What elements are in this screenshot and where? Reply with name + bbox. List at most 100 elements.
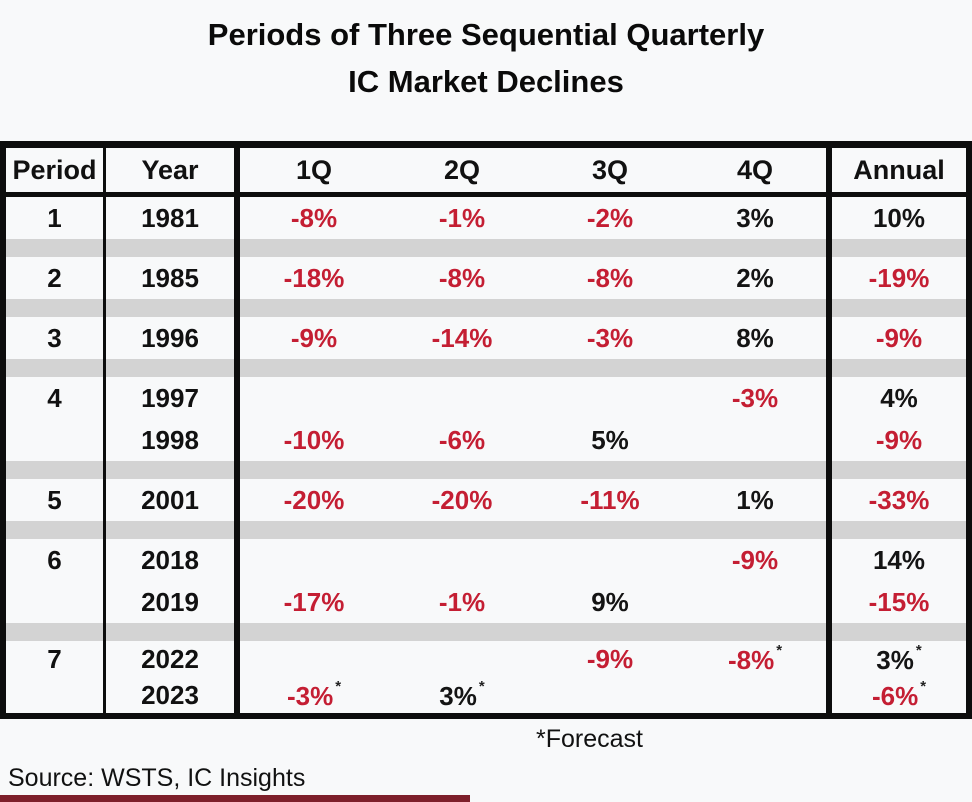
row-separator	[6, 299, 966, 317]
value-annual: 3% *	[832, 641, 966, 677]
value-3q: -9%	[536, 641, 684, 677]
separator-cell	[832, 299, 966, 317]
row-separator	[6, 239, 966, 257]
decline-value: -20%	[431, 484, 493, 515]
value-annual: -15%	[832, 581, 966, 623]
value-2q: -20%	[388, 479, 536, 521]
figure-title: Periods of Three Sequential Quarterly IC…	[0, 0, 972, 105]
separator-cell	[6, 359, 106, 377]
value-4q: 3%	[684, 197, 832, 239]
forecast-asterisk: *	[915, 642, 922, 659]
separator-cell	[106, 299, 240, 317]
table-row: 6 2018 -9% 14%	[6, 539, 966, 581]
value-4q	[684, 581, 832, 623]
value-4q: -9%	[684, 539, 832, 581]
value-2q: 3% *	[388, 677, 536, 713]
decline-value: -2%	[586, 202, 634, 233]
bottom-red-bar	[0, 795, 470, 802]
separator-cell	[832, 521, 966, 539]
forecast-asterisk: *	[776, 642, 783, 659]
value-4q: -8% *	[684, 641, 832, 677]
year-value: 2001	[106, 479, 240, 521]
value-1q: -8%	[240, 197, 388, 239]
growth-value: 14%	[872, 544, 926, 575]
decline-value: -9%	[731, 544, 779, 575]
separator-cell	[106, 359, 240, 377]
decline-value: -18%	[283, 262, 345, 293]
decline-value: -9%	[875, 322, 923, 353]
header-year: Year	[106, 148, 240, 192]
decline-value: -14%	[431, 322, 493, 353]
separator-cell	[684, 359, 832, 377]
separator-cell	[536, 299, 684, 317]
value-3q: -3%	[536, 317, 684, 359]
separator-cell	[6, 299, 106, 317]
table-row: 1 1981 -8% -1% -2% 3% 10%	[6, 197, 966, 239]
value-4q: 2%	[684, 257, 832, 299]
figure-title-line2: IC Market Declines	[348, 63, 624, 99]
decline-value: -17%	[283, 586, 345, 617]
value-annual: 14%	[832, 539, 966, 581]
decline-value: -9%	[586, 643, 634, 674]
value-2q	[388, 377, 536, 419]
year-value: 2022	[106, 641, 240, 677]
value-3q: 9%	[536, 581, 684, 623]
separator-cell	[6, 239, 106, 257]
growth-value: 9%	[591, 586, 629, 617]
separator-cell	[536, 359, 684, 377]
source-caption: Source: WSTS, IC Insights	[8, 764, 306, 792]
period-group: 5 2001 -20% -20% -11% 1% -33%	[6, 479, 966, 521]
value-annual: -9%	[832, 419, 966, 461]
header-3q: 3Q	[591, 154, 629, 185]
separator-cell	[6, 461, 106, 479]
period-group: 1 1981 -8% -1% -2% 3% 10%	[6, 197, 966, 239]
period-number: 5	[6, 479, 106, 521]
growth-value: 1%	[736, 484, 774, 515]
period-number: 6	[6, 539, 106, 581]
year-value: 1997	[106, 377, 240, 419]
period-number: 2	[6, 257, 106, 299]
value-3q	[536, 539, 684, 581]
separator-cell	[832, 623, 966, 641]
period-number	[6, 677, 106, 713]
forecast-asterisk: *	[478, 678, 485, 695]
value-1q: -9%	[240, 317, 388, 359]
row-separator	[6, 359, 966, 377]
value-2q	[388, 539, 536, 581]
separator-cell	[684, 299, 832, 317]
separator-cell	[536, 461, 684, 479]
value-4q	[684, 677, 832, 713]
value-2q: -1%	[388, 197, 536, 239]
year-value: 1996	[106, 317, 240, 359]
period-group: 4 1997 -3% 4% 1998 -10% -6% 5% -9%	[6, 377, 966, 461]
period-number: 4	[6, 377, 106, 419]
growth-value: 5%	[591, 424, 629, 455]
value-annual: -33%	[832, 479, 966, 521]
value-4q: -3%	[684, 377, 832, 419]
year-value: 2018	[106, 539, 240, 581]
header-4q: 4Q	[684, 148, 832, 192]
decline-value: -6%	[438, 424, 486, 455]
separator-cell	[240, 623, 388, 641]
growth-value: 8%	[736, 322, 774, 353]
separator-cell	[240, 299, 388, 317]
value-annual: 10%	[832, 197, 966, 239]
value-4q	[684, 419, 832, 461]
row-separator	[6, 623, 966, 641]
growth-value: 10%	[872, 202, 926, 233]
table-header-row: Period Year 1Q 2Q 3Q 4Q Annual	[6, 148, 966, 197]
table-row: 3 1996 -9% -14% -3% 8% -9%	[6, 317, 966, 359]
header-period: Period	[6, 148, 106, 192]
growth-value: 3% *	[876, 642, 922, 675]
table-row: 2 1985 -18% -8% -8% 2% -19%	[6, 257, 966, 299]
decline-value: -1%	[438, 586, 486, 617]
value-2q	[388, 641, 536, 677]
decline-value: -6% *	[871, 678, 927, 711]
period-number: 3	[6, 317, 106, 359]
table-row: 1998 -10% -6% 5% -9%	[6, 419, 966, 461]
separator-cell	[388, 359, 536, 377]
separator-cell	[388, 623, 536, 641]
row-separator	[6, 461, 966, 479]
value-annual: -19%	[832, 257, 966, 299]
